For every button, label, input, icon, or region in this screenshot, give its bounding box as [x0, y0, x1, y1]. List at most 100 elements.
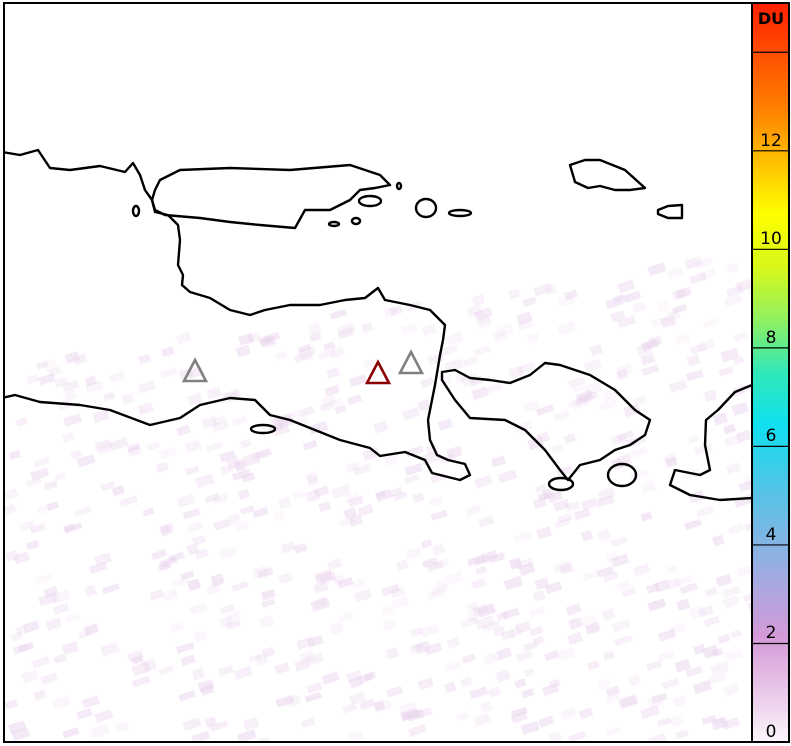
- so2-pixel: [345, 461, 360, 473]
- so2-pixel: [395, 559, 409, 572]
- so2-signal-layer: [4, 256, 751, 742]
- so2-pixel: [563, 432, 577, 444]
- so2-pixel: [693, 442, 713, 456]
- so2-pixel: [598, 398, 618, 411]
- so2-pixel: [518, 562, 536, 576]
- colorbar-tick-label: 10: [760, 229, 782, 250]
- so2-pixel: [617, 315, 636, 329]
- so2-pixel: [158, 560, 171, 571]
- so2-pixel: [596, 494, 616, 508]
- so2-pixel: [342, 703, 358, 714]
- so2-pixel: [711, 534, 725, 547]
- so2-pixel: [242, 452, 261, 468]
- so2-pixel: [420, 377, 435, 389]
- so2-pixel: [186, 392, 203, 407]
- so2-pixel: [15, 417, 28, 427]
- so2-pixel: [178, 690, 196, 702]
- coastline-lombok: [668, 384, 751, 502]
- so2-pixel: [346, 669, 363, 683]
- so2-pixel: [390, 586, 406, 599]
- so2-pixel: [528, 606, 545, 618]
- island: [350, 216, 362, 226]
- so2-pixel: [617, 279, 636, 294]
- so2-pixel: [597, 678, 611, 691]
- so2-pixel: [308, 420, 329, 435]
- so2-pixel: [460, 616, 478, 628]
- so2-pixel: [696, 339, 715, 352]
- so2-pixel: [534, 484, 548, 494]
- so2-pixel: [206, 583, 222, 596]
- so2-pixel: [476, 316, 492, 329]
- so2-pixel: [557, 647, 575, 662]
- so2-pixel: [220, 463, 234, 475]
- so2-pixel: [521, 399, 540, 414]
- so2-pixel: [657, 300, 671, 313]
- so2-pixel: [375, 490, 387, 500]
- so2-pixel: [424, 641, 443, 656]
- so2-pixel: [239, 504, 255, 516]
- so2-pixel: [557, 321, 577, 336]
- so2-pixel: [605, 296, 625, 310]
- so2-pixel: [537, 491, 550, 502]
- so2-pixel: [159, 556, 178, 568]
- so2-pixel: [689, 272, 707, 285]
- so2-pixel: [272, 423, 291, 437]
- so2-pixel: [548, 678, 561, 689]
- so2-pixel: [273, 510, 286, 522]
- so2-pixel: [382, 618, 398, 632]
- so2-pixel: [252, 506, 269, 519]
- so2-pixel: [317, 348, 337, 361]
- volcano-marker-inactive: [397, 349, 425, 375]
- so2-pixel: [189, 602, 208, 616]
- so2-pixel: [616, 369, 629, 381]
- so2-pixel: [191, 534, 207, 546]
- so2-pixel: [430, 509, 448, 521]
- so2-pixel: [4, 488, 19, 501]
- so2-pixel: [100, 642, 120, 657]
- so2-pixel: [706, 672, 726, 685]
- so2-pixel: [534, 577, 550, 591]
- so2-pixel: [306, 681, 323, 694]
- so2-pixel: [514, 421, 533, 434]
- so2-pixel: [155, 461, 170, 474]
- so2-pixel: [443, 660, 463, 672]
- so2-pixel: [326, 366, 341, 379]
- so2-pixel: [460, 372, 480, 387]
- so2-pixel: [62, 379, 80, 393]
- so2-pixel: [567, 376, 586, 389]
- so2-pixel: [43, 480, 59, 491]
- so2-pixel: [262, 331, 281, 344]
- so2-pixel: [672, 694, 687, 708]
- so2-pixel: [656, 716, 672, 728]
- so2-pixel: [492, 626, 506, 637]
- so2-pixel: [689, 605, 707, 620]
- so2-pixel: [329, 308, 348, 320]
- so2-pixel: [686, 354, 701, 367]
- so2-pixel: [712, 716, 725, 726]
- so2-pixel: [131, 675, 151, 688]
- so2-pixel: [481, 549, 498, 563]
- so2-pixel: [666, 267, 684, 279]
- so2-pixel: [444, 681, 457, 694]
- so2-pixel: [313, 485, 330, 498]
- so2-pixel: [241, 472, 256, 483]
- so2-pixel: [610, 433, 627, 445]
- so2-pixel: [392, 596, 409, 609]
- so2-pixel: [347, 495, 364, 508]
- so2-pixel: [574, 394, 592, 407]
- so2-pixel: [721, 716, 741, 731]
- so2-pixel: [435, 579, 449, 589]
- so2-pixel: [219, 603, 235, 615]
- so2-pixel: [34, 573, 54, 586]
- so2-pixel: [306, 634, 324, 648]
- so2-pixel: [236, 729, 257, 742]
- so2-pixel: [301, 717, 316, 729]
- so2-pixel: [628, 674, 641, 687]
- so2-pixel: [623, 403, 641, 418]
- so2-pixel: [137, 380, 156, 394]
- so2-pixel: [180, 654, 196, 667]
- so2-pixel: [94, 709, 114, 723]
- so2-pixel: [466, 612, 480, 623]
- so2-pixel: [558, 562, 575, 575]
- so2-pixel: [445, 571, 464, 585]
